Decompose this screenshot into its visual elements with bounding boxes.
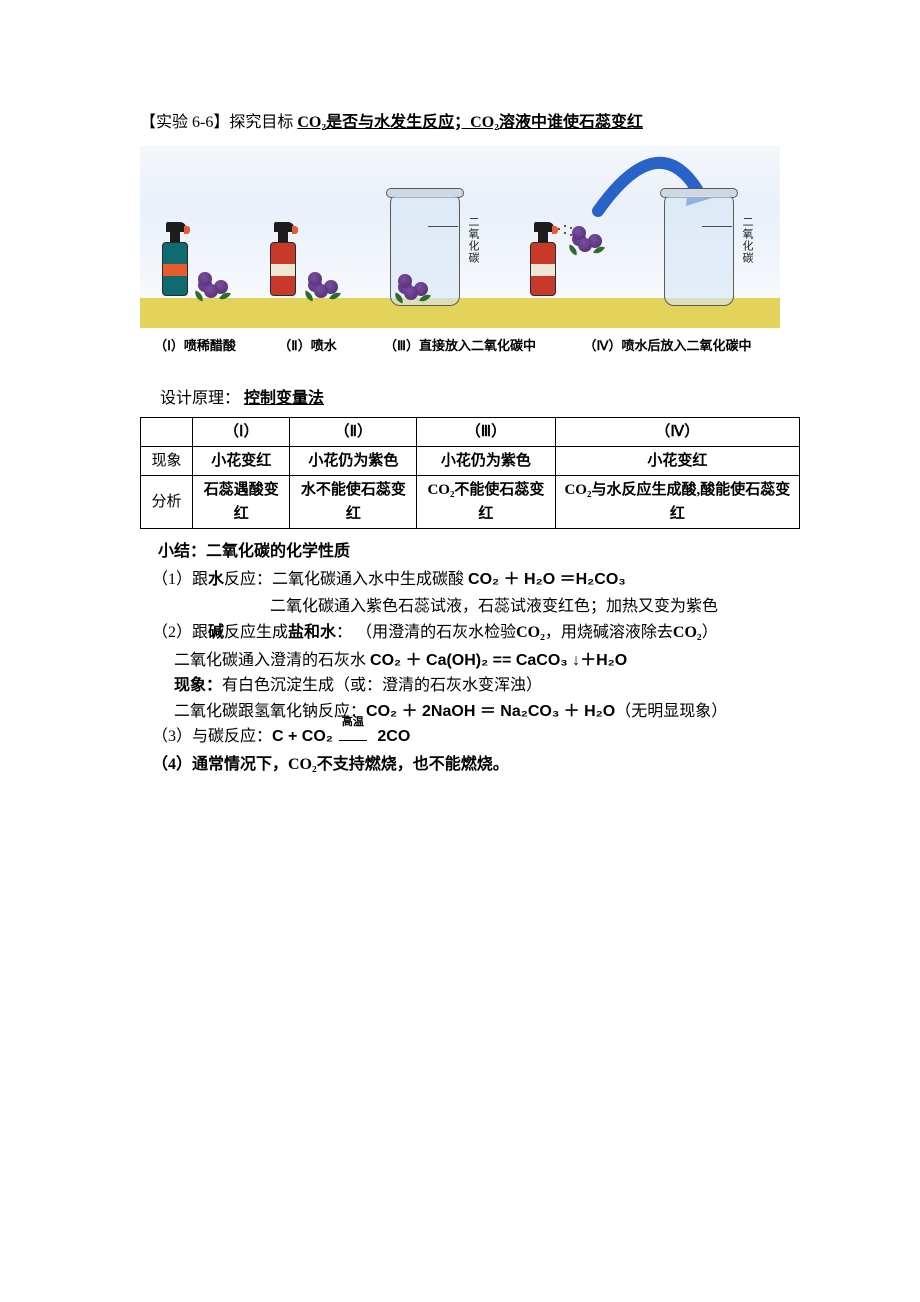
i1-a: （1）跟 [152,571,208,588]
reaction-condition: 高温 [333,724,373,750]
cell-1-3: 小花仍为紫色 [417,447,555,476]
row-label-2: 分析 [141,476,193,529]
jar-1-line [428,226,458,227]
jar-2-line [702,226,732,227]
i2-co2a: CO₂ [516,624,545,641]
i2-l4-formula: CO₂ ＋ 2NaOH ＝ Na₂CO₃ ＋ H₂O [366,703,615,720]
i2-l2-a: 二氧化碳通入澄清的石灰水 [174,652,370,669]
i2-b: 反应生成 [224,624,288,641]
spray-bottle-3-band [530,264,556,276]
i2-l4-b: （无明显现象） [615,703,727,720]
heading-prefix: 【实验 6-6】探究目标 [140,114,293,131]
table-corner [141,418,193,447]
summary-item-2: （2）跟碱反应生成盐和水： （用澄清的石灰水检验CO₂，用烧碱溶液除去CO₂） [152,620,800,646]
spray-bottle-1-head [166,222,186,232]
jar-1-label: 二氧化碳 [464,216,478,264]
i2-e: ） [702,624,718,641]
cell-2-4: CO₂与水反应生成酸,酸能使石蕊变红 [555,476,799,529]
i3-lhs: C + CO₂ [272,728,333,745]
i2-d: ，用烧碱溶液除去 [545,624,673,641]
summary-item-2-line4: 二氧化碳跟氢氧化钠反应：CO₂ ＋ 2NaOH ＝ Na₂CO₃ ＋ H₂O（无… [174,699,800,725]
summary-item-4: （4）通常情况下，CO₂不支持燃烧，也不能燃烧。 [152,752,800,778]
principle-label: 设计原理： [160,390,240,407]
table-header-row: （Ⅰ） （Ⅱ） （Ⅲ） （Ⅳ） [141,418,800,447]
col-header-3: （Ⅲ） [417,418,555,447]
spray-bottle-1-band [162,264,188,276]
i2-l3-b: 有白色沉淀生成（或：澄清的石灰水变浑浊） [222,677,542,694]
cell-1-2: 小花仍为紫色 [290,447,417,476]
jar-2 [664,196,734,306]
col-header-1: （Ⅰ） [193,418,290,447]
caption-1: （Ⅰ）喷稀醋酸 [140,336,250,357]
spray-bottle-2-trigger [292,226,298,234]
i3-rhs: 2CO [373,728,410,745]
i1-formula: CO₂ ＋ H₂O ＝H₂CO₃ [468,571,626,588]
caption-4: （Ⅳ）喷水后放入二氧化碳中 [555,336,780,357]
i3-a: （3）与碳反应： [152,728,272,745]
col-header-4: （Ⅳ） [555,418,799,447]
row-label-1: 现象 [141,447,193,476]
figure-captions: （Ⅰ）喷稀醋酸 （Ⅱ）喷水 （Ⅲ）直接放入二氧化碳中 （Ⅳ）喷水后放入二氧化碳中 [140,328,780,366]
heading-goal: CO₂是否与水发生反应；CO₂溶液中谁使石蕊变红 [297,114,643,131]
spray-bottle-2-head [274,222,294,232]
i2-saltwater: 盐和水 [288,624,336,641]
flower-3 [398,274,428,302]
summary-item-2-line3: 现象：有白色沉淀生成（或：澄清的石灰水变浑浊） [174,673,800,699]
i2-base: 碱 [208,624,224,641]
table-row: 现象 小花变红 小花仍为紫色 小花仍为紫色 小花变红 [141,447,800,476]
design-principle: 设计原理： 控制变量法 [160,386,800,412]
spray-bottle-3-head [534,222,554,232]
flower-1 [198,272,228,300]
i3-cond: 高温 [333,714,373,732]
cell-2-3: CO₂不能使石蕊变红 [417,476,555,529]
caption-3: （Ⅲ）直接放入二氧化碳中 [365,336,555,357]
experiment-figure: 二氧化碳 [140,146,800,366]
summary-item-1-sub: 二氧化碳通入紫色石蕊试液，石蕊试液变红色；加热又变为紫色 [270,594,800,620]
summary-item-2-line2: 二氧化碳通入澄清的石灰水 CO₂ ＋ Ca(OH)₂ == CaCO₃ ↓＋H₂… [174,648,800,674]
i2-l2-formula: CO₂ ＋ Ca(OH)₂ == CaCO₃ ↓＋H₂O [370,652,627,669]
cell-2-1: 石蕊遇酸变红 [193,476,290,529]
flower-4 [572,226,602,254]
spray-bottle-2-band [270,264,296,276]
i2-co2b: CO₂ [673,624,702,641]
table-row: 分析 石蕊遇酸变红 水不能使石蕊变红 CO₂不能使石蕊变红 CO₂与水反应生成酸… [141,476,800,529]
flower-2 [308,272,338,300]
cell-1-4: 小花变红 [555,447,799,476]
jar-2-label: 二氧化碳 [738,216,752,264]
i2-a: （2）跟 [152,624,208,641]
i1-water: 水 [208,571,224,588]
i1-b: 反应：二氧化碳通入水中生成碳酸 [224,571,468,588]
summary-item-1: （1）跟水反应：二氧化碳通入水中生成碳酸 CO₂ ＋ H₂O ＝H₂CO₃ [152,567,800,593]
i2-c: ： （用澄清的石灰水检验 [336,624,516,641]
caption-2: （Ⅱ）喷水 [250,336,365,357]
experiment-heading: 【实验 6-6】探究目标 CO₂是否与水发生反应；CO₂溶液中谁使石蕊变红 [140,110,800,136]
spray-bottle-1-trigger [184,226,190,234]
principle-value: 控制变量法 [244,390,324,407]
summary-item-3: （3）与碳反应：C + CO₂高温 2CO [152,724,800,750]
summary-title: 小结：二氧化碳的化学性质 [158,539,800,565]
col-header-2: （Ⅱ） [290,418,417,447]
cell-2-2: 水不能使石蕊变红 [290,476,417,529]
results-table: （Ⅰ） （Ⅱ） （Ⅲ） （Ⅳ） 现象 小花变红 小花仍为紫色 小花仍为紫色 小花… [140,417,800,529]
cell-1-1: 小花变红 [193,447,290,476]
i2-l3-a: 现象： [174,677,222,694]
